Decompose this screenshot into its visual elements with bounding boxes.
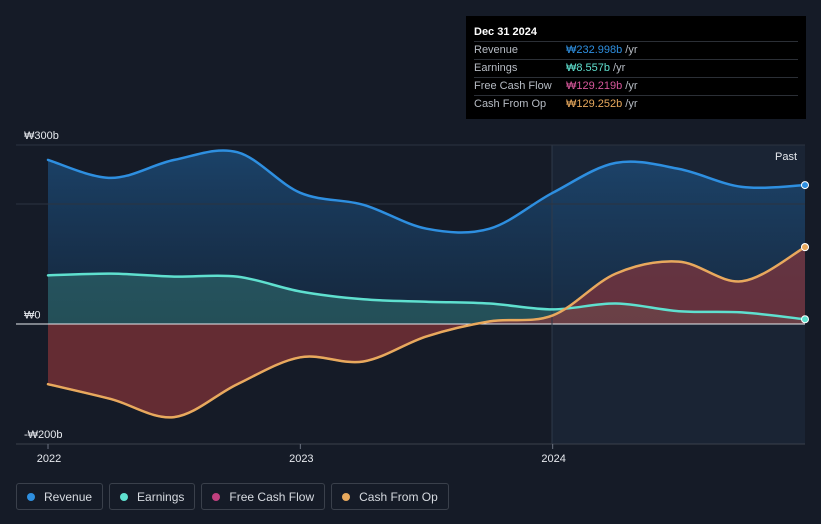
tooltip-row-unit: /yr bbox=[613, 62, 626, 74]
legend-label: Revenue bbox=[44, 489, 93, 504]
endpoint-cash-from-op bbox=[801, 243, 809, 252]
area-free-cash-flow bbox=[48, 247, 805, 418]
line-cash-from-op bbox=[46, 245, 807, 419]
tooltip-date: Dec 31 2024 bbox=[474, 26, 537, 38]
y-tick-label: ₩300b bbox=[24, 130, 59, 142]
x-tick-label: 2022 bbox=[37, 453, 61, 465]
legend-label: Free Cash Flow bbox=[229, 489, 315, 504]
legend-label: Cash From Op bbox=[359, 489, 438, 504]
tooltip-row-unit: /yr bbox=[625, 80, 638, 92]
tooltip-row-unit: /yr bbox=[625, 44, 638, 56]
legend-item-revenue[interactable]: Revenue bbox=[16, 483, 104, 510]
legend-item-free-cash-flow[interactable]: Free Cash Flow bbox=[201, 483, 326, 510]
y-tick-label: ₩0 bbox=[24, 309, 41, 321]
legend-dot-icon bbox=[342, 492, 351, 501]
tooltip-row-label: Free Cash Flow bbox=[474, 80, 552, 92]
tooltip-row-label: Cash From Op bbox=[474, 98, 547, 110]
tooltip-row-label: Earnings bbox=[474, 62, 518, 74]
endpoint-earnings bbox=[801, 315, 809, 324]
x-tick-label: 2024 bbox=[541, 453, 565, 465]
legend: Revenue Earnings Free Cash Flow Cash From O… bbox=[16, 483, 449, 510]
tooltip-row-value: ₩8.557b bbox=[566, 62, 611, 74]
line-earnings bbox=[46, 272, 807, 321]
tooltip-row-label: Revenue bbox=[474, 44, 519, 56]
legend-dot-icon bbox=[27, 492, 35, 501]
legend-label: Earnings bbox=[137, 489, 185, 504]
past-label: Past bbox=[775, 151, 797, 163]
tooltip-row-free-cash-flow: Free Cash Flow ₩129.219b/yr bbox=[474, 77, 798, 95]
endpoint-revenue bbox=[801, 181, 809, 190]
legend-dot-icon bbox=[212, 492, 221, 501]
line-revenue bbox=[46, 149, 807, 234]
tooltip-row-unit: /yr bbox=[625, 98, 638, 110]
tooltip-row-value: ₩129.219b bbox=[566, 80, 623, 92]
tooltip-row-cash-from-op: Cash From Op ₩129.252b/yr bbox=[474, 95, 798, 113]
legend-item-earnings[interactable]: Earnings bbox=[109, 483, 196, 510]
y-tick-label: -₩200b bbox=[24, 429, 63, 441]
x-tick-label: 2023 bbox=[289, 453, 313, 465]
tooltip-row-earnings: Earnings ₩8.557b/yr bbox=[474, 59, 798, 77]
tooltip-row-value: ₩232.998b bbox=[566, 44, 623, 56]
tooltip: Dec 31 2024 Revenue ₩232.998b/yr Earnings ₩… bbox=[466, 16, 806, 119]
legend-dot-icon bbox=[120, 492, 129, 501]
tooltip-row-value: ₩129.252b bbox=[566, 98, 623, 110]
tooltip-row-revenue: Revenue ₩232.998b/yr bbox=[474, 41, 798, 59]
area-cash-from-op bbox=[48, 247, 805, 418]
legend-item-cash-from-op[interactable]: Cash From Op bbox=[331, 483, 449, 510]
